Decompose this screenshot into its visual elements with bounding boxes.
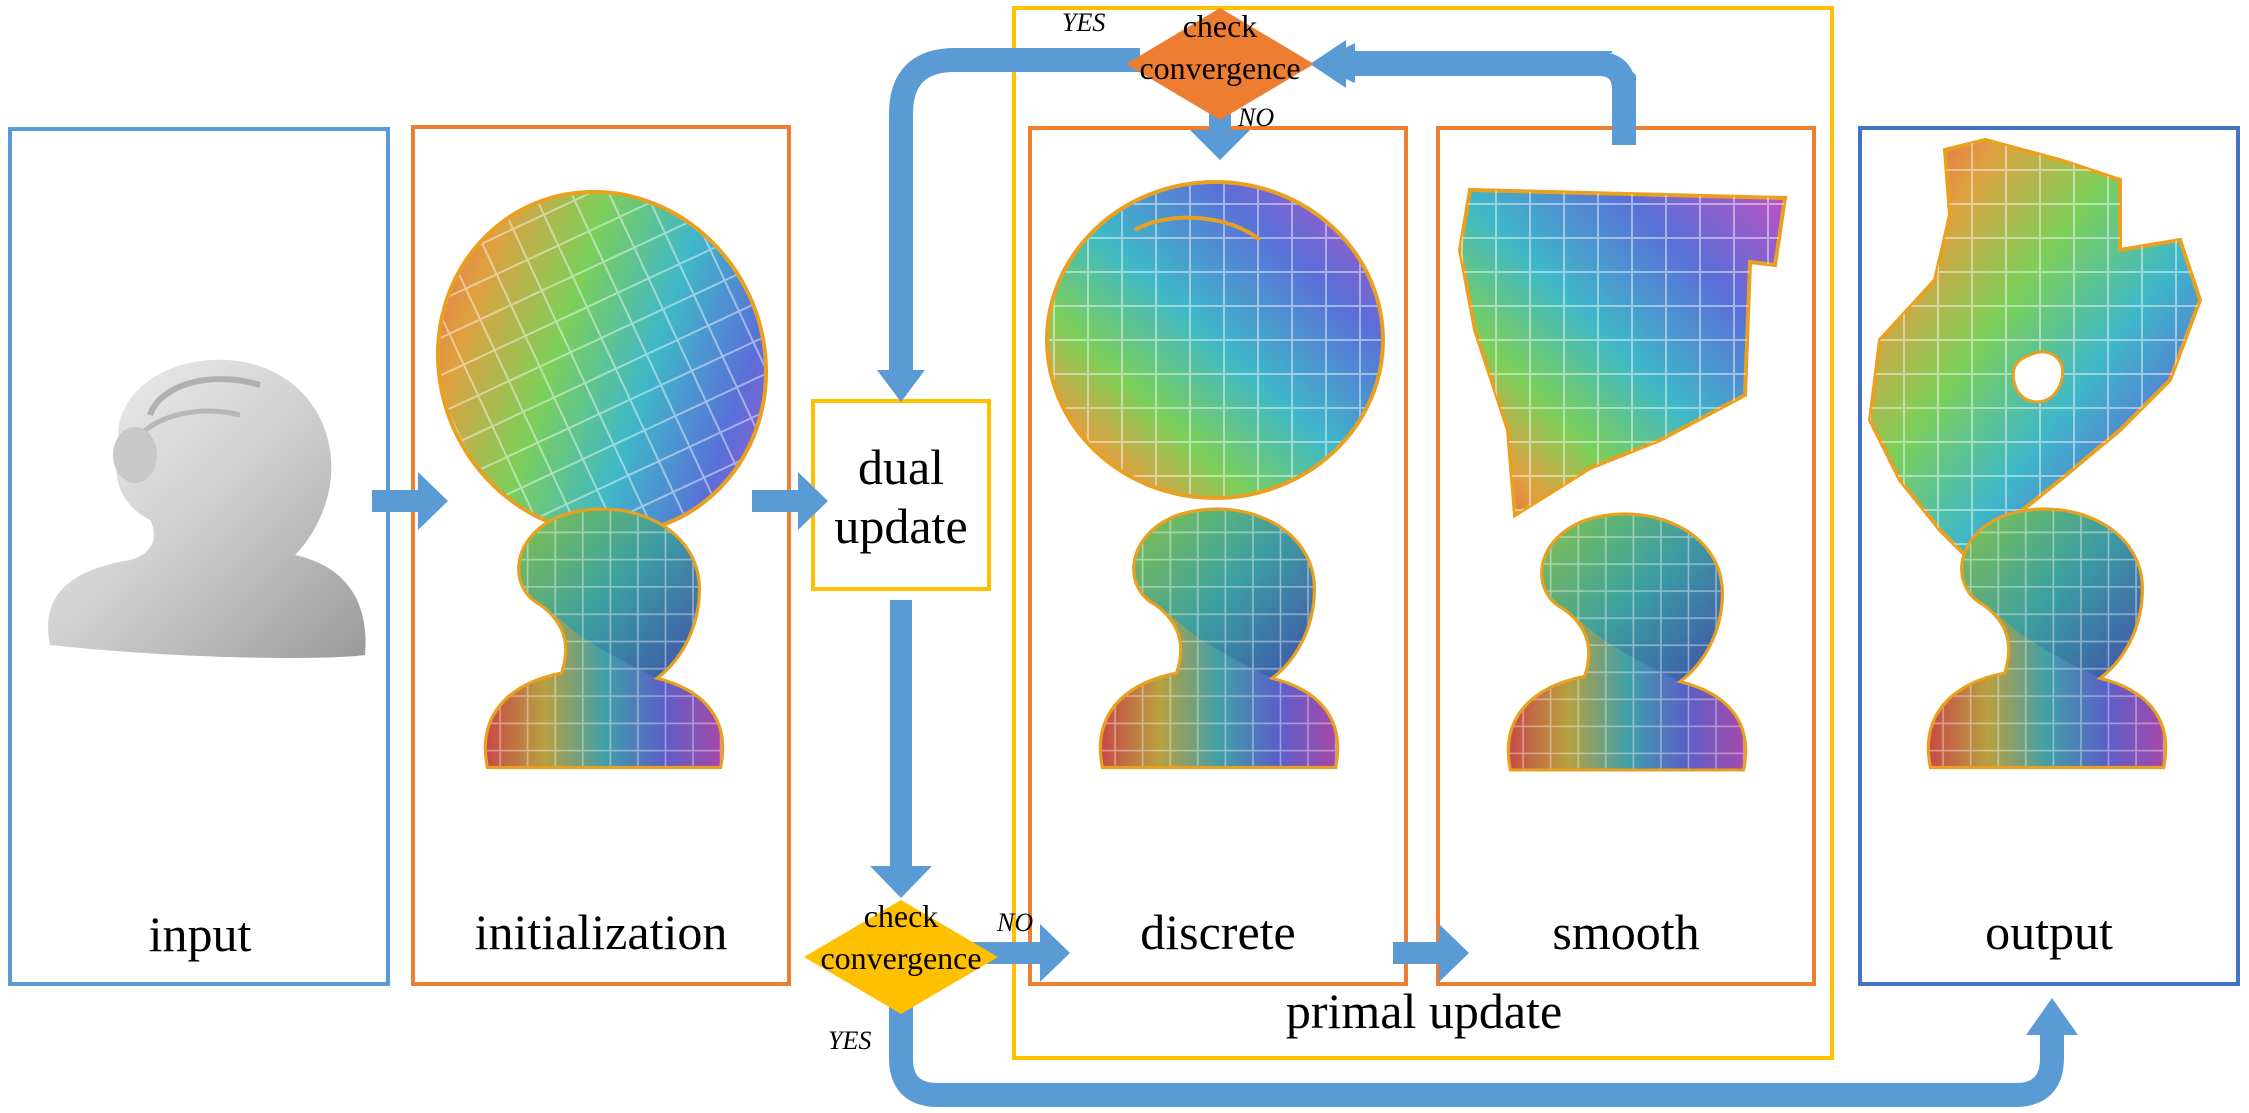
no-bottom-label: NO: [997, 908, 1034, 937]
check-bottom-line2: convergence: [820, 940, 982, 976]
parametrization-patch-image: [1045, 180, 1385, 500]
arrow-init-to-dual: [752, 472, 828, 530]
parametrization-patch-image: [435, 189, 769, 537]
arrowhead-to-top-check: [1310, 40, 1346, 88]
parametrization-patch-image: [1867, 137, 2203, 579]
arrowhead-to-output: [2026, 998, 2078, 1035]
decision-top: [1126, 8, 1314, 120]
primal-update-label: primal update: [1285, 983, 1563, 1039]
initialization-label: initialization: [474, 904, 728, 960]
discrete-label: discrete: [1140, 904, 1296, 960]
loop-arrowheads: [877, 40, 2078, 1035]
initialization-box: [411, 125, 791, 986]
dual-update-line1: dual: [857, 439, 945, 495]
flow-loops: [889, 48, 2064, 1107]
smooth-label: smooth: [1552, 904, 1700, 960]
bust-statue-image: [48, 359, 366, 658]
loop-yes-to-output: [889, 1000, 2064, 1107]
check-top-line1: check: [1182, 8, 1258, 44]
input-box: [8, 127, 390, 986]
parametrization-patch-image: [1457, 187, 1788, 519]
primal-update-box: [1012, 6, 1834, 1060]
arrow-no-to-primal: [1190, 100, 1250, 160]
decision-bottom: [804, 900, 998, 1014]
arrow-discrete-to-smooth: [1393, 924, 1469, 982]
textured-bust-image: [1506, 512, 1748, 772]
input-label: input: [148, 906, 252, 962]
check-bottom-line1: check: [863, 898, 939, 934]
yes-bottom-label: YES: [828, 1026, 872, 1055]
no-top-label: NO: [1238, 103, 1275, 132]
arrowhead-to-dual: [877, 370, 925, 402]
arrow-input-to-init: [372, 472, 448, 530]
arrow-dual-to-check: [870, 600, 932, 898]
textured-bust-image: [483, 507, 725, 770]
dual-update-line2: update: [834, 498, 968, 554]
yes-top-label: YES: [1062, 8, 1106, 37]
loop-yes-to-dual: [889, 48, 1140, 375]
output-box: [1858, 126, 2240, 986]
output-label: output: [1985, 904, 2113, 960]
textured-bust-image: [1098, 507, 1340, 770]
loop-smooth-to-check: [1340, 52, 1636, 145]
arrow-no-to-discrete: [960, 924, 1070, 982]
check-top-line2: convergence: [1139, 50, 1301, 86]
